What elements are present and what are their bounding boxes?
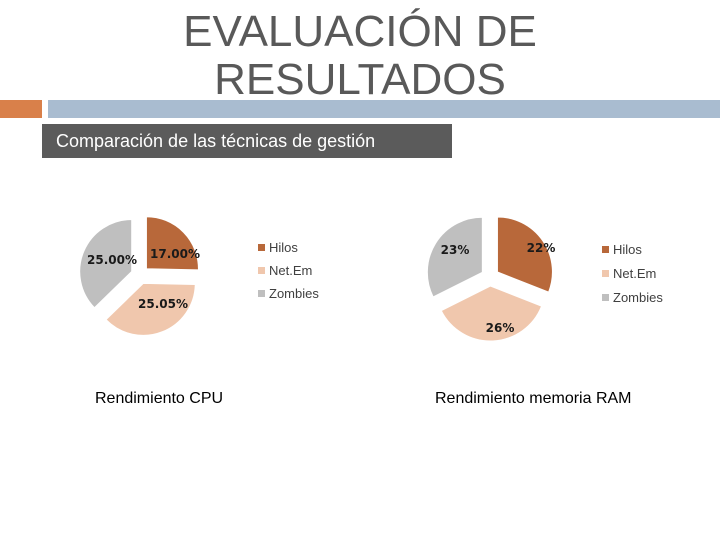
pie-slice-netem bbox=[105, 282, 196, 336]
legend-swatch bbox=[258, 267, 265, 274]
legend-entry: Hilos bbox=[613, 242, 642, 257]
slide-title-line2: RESULTADOS bbox=[214, 55, 506, 104]
legend-entry: Hilos bbox=[269, 240, 298, 255]
pie-data-label: 17.00% bbox=[150, 247, 200, 261]
pie-slice-zombies bbox=[426, 216, 483, 298]
pie-data-label: 25.00% bbox=[87, 253, 137, 267]
accent-bar-blue bbox=[48, 100, 720, 118]
legend-entry: Zombies bbox=[269, 286, 319, 301]
pie-slice-netem bbox=[440, 285, 543, 342]
legend-swatch bbox=[602, 294, 609, 301]
legend-swatch bbox=[602, 270, 609, 277]
legend-swatch bbox=[602, 246, 609, 253]
pie-slice-hilos bbox=[496, 216, 553, 293]
legend-swatch bbox=[258, 290, 265, 297]
chart-caption-ram: Rendimiento memoria RAM bbox=[435, 390, 632, 407]
pie-data-label: 25.05% bbox=[138, 297, 188, 311]
pie-slice-hilos bbox=[145, 216, 199, 271]
legend-entry: Net.Em bbox=[269, 263, 312, 278]
pie-slice-zombies bbox=[79, 218, 133, 309]
accent-bar-orange bbox=[0, 100, 42, 118]
section-subheader: Comparación de las técnicas de gestión bbox=[42, 124, 452, 158]
pie-data-label: 23% bbox=[441, 243, 470, 257]
legend-entry: Zombies bbox=[613, 290, 663, 305]
pie-data-label: 26% bbox=[486, 321, 515, 335]
pie-data-label: 22% bbox=[527, 241, 556, 255]
legend-swatch bbox=[258, 244, 265, 251]
chart-caption-cpu: Rendimiento CPU bbox=[95, 390, 224, 407]
slide-title-line1: EVALUACIÓN DE bbox=[183, 7, 537, 56]
legend-entry: Net.Em bbox=[613, 266, 656, 281]
